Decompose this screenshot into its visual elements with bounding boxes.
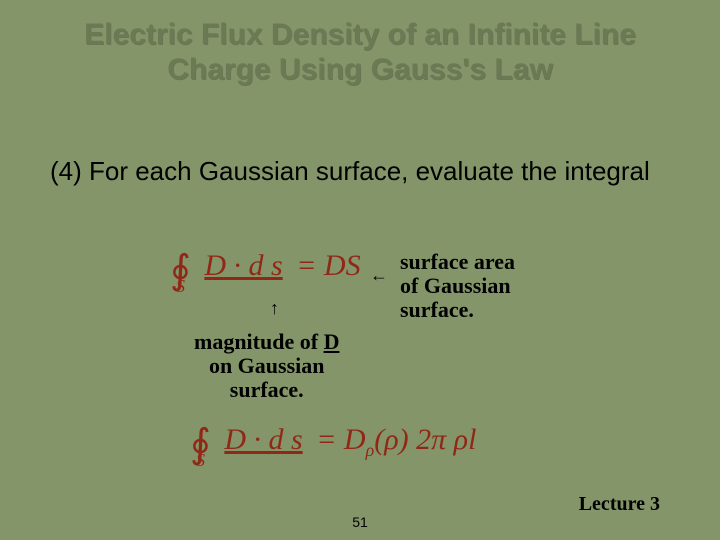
- eq2-integrand: D · d s: [224, 423, 302, 456]
- lecture-label: Lecture 3: [579, 493, 660, 516]
- arrow-up-icon: ↑: [270, 298, 279, 319]
- ann2-line3: surface.: [194, 378, 339, 402]
- eq2-tail: 2π ρl: [416, 423, 476, 456]
- eq1-rhs: = DS: [296, 249, 360, 282]
- arrow-left-icon: ←: [370, 265, 388, 286]
- ann2-line1: magnitude of D: [194, 330, 339, 354]
- integral-subscript-2: S: [196, 450, 205, 471]
- integral-subscript: S: [176, 276, 185, 297]
- annotation-surface-area: surface area of Gaussian surface.: [400, 250, 515, 323]
- ann2-l1-text: magnitude of: [194, 329, 318, 354]
- ann2-line2: on Gaussian: [194, 354, 339, 378]
- eq2-rho-arg: (ρ): [374, 423, 408, 456]
- equation-2: ∮ S D · d s = Dρ(ρ) 2π ρl: [190, 420, 476, 467]
- annotation-magnitude-D: magnitude of D on Gaussian surface.: [194, 330, 339, 403]
- equation-1: ∮ S D · d s = DS: [170, 246, 361, 293]
- ann1-line2: of Gaussian: [400, 274, 515, 298]
- eq1-integrand: D · d s: [204, 249, 282, 282]
- ann1-line1: surface area: [400, 250, 515, 274]
- eq2-rho-sub: ρ: [366, 440, 375, 460]
- page-number: 51: [352, 514, 368, 530]
- body-paragraph: (4) For each Gaussian surface, evaluate …: [50, 155, 670, 188]
- ann2-l1-D: D: [324, 329, 340, 354]
- integral-symbol: ∮ S: [170, 246, 191, 293]
- integral-symbol-2: ∮ S: [190, 420, 211, 467]
- eq2-eq-D: = D: [316, 423, 365, 456]
- slide-title: Electric Flux Density of an Infinite Lin…: [0, 0, 720, 87]
- ann1-line3: surface.: [400, 298, 515, 322]
